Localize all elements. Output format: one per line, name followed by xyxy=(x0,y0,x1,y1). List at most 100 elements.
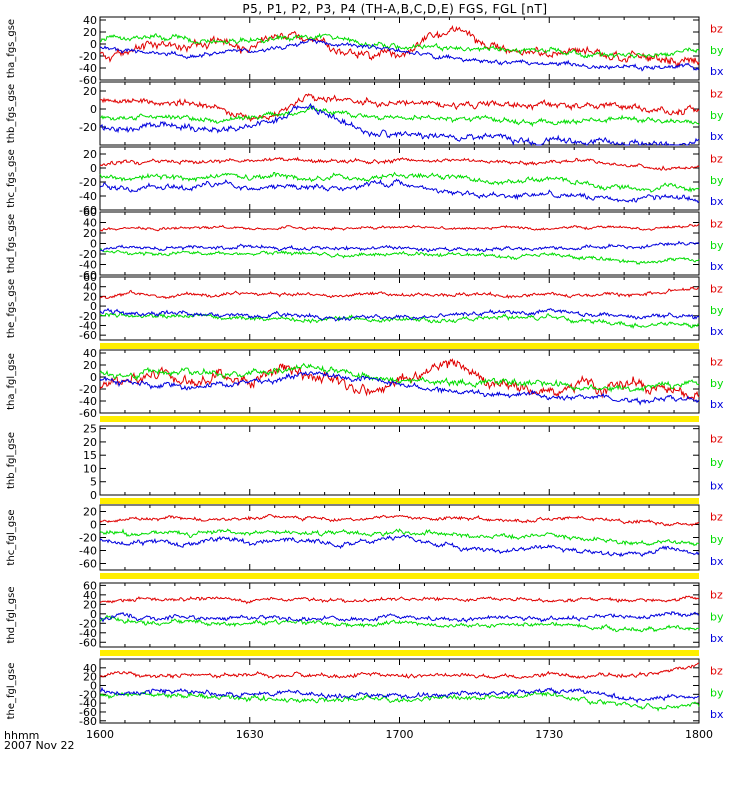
status-bar xyxy=(100,498,699,504)
y-tick-label: -60 xyxy=(79,636,97,649)
component-label-bx: bx xyxy=(710,325,724,338)
y-tick-label: -20 xyxy=(79,310,97,323)
component-label-bz: bz xyxy=(710,432,723,445)
y-tick-label: 0 xyxy=(90,38,97,51)
series-line-bz xyxy=(99,286,699,300)
component-label-bz: bz xyxy=(710,87,723,100)
y-tick-label: -20 xyxy=(79,688,97,701)
y-tick-label: 40 xyxy=(83,281,97,294)
y-tick-label: 20 xyxy=(83,290,97,303)
component-label-bx: bx xyxy=(710,65,724,78)
y-tick-label: 20 xyxy=(83,148,97,161)
panel-ylabel: thc_fgl_gse xyxy=(6,509,17,565)
y-tick-label: 20 xyxy=(83,227,97,240)
y-tick-label: 20 xyxy=(83,598,97,611)
y-tick-label: 40 xyxy=(83,14,97,27)
component-label-bx: bx xyxy=(710,398,724,411)
series-line-bx xyxy=(99,534,700,558)
y-tick-label: 60 xyxy=(83,271,97,284)
component-label-bz: bz xyxy=(710,589,723,602)
component-label-by: by xyxy=(710,109,724,122)
y-tick-label: 20 xyxy=(83,671,97,684)
panel-ylabel: thb_fgs_gse xyxy=(6,84,17,143)
component-label-by: by xyxy=(710,44,724,57)
series-line-by xyxy=(99,528,700,547)
y-tick-label: -60 xyxy=(79,269,97,282)
component-label-by: by xyxy=(710,610,724,623)
y-tick-label: 40 xyxy=(83,217,97,230)
y-tick-label: 20 xyxy=(83,436,97,449)
panel-ylabel: thc_fgs_gse xyxy=(6,149,17,208)
y-tick-label: 25 xyxy=(83,423,97,436)
x-axis-format-label: hhmm xyxy=(4,729,40,742)
panel-thc_fgs_gse: 200-20-40-60 thc_fgs_gse bz by bx xyxy=(6,146,724,217)
y-tick-label: 40 xyxy=(83,347,97,360)
component-label-bx: bx xyxy=(710,260,724,273)
y-tick-label: -40 xyxy=(79,545,97,558)
series-line-by xyxy=(99,171,700,193)
series-line-bz xyxy=(99,223,700,232)
x-tick-label: 1700 xyxy=(386,728,414,741)
panel-thb_fgs_gse: 20 0 -20 thb_fgs_gse bz by bx xyxy=(6,81,724,147)
y-tick-label: -60 xyxy=(79,407,97,420)
panel-ylabel: the_fgl_gse xyxy=(6,663,17,720)
y-tick-label: 0 xyxy=(90,371,97,384)
series-line-by xyxy=(99,105,700,128)
series-line-bz xyxy=(99,662,700,680)
y-tick-label: 60 xyxy=(83,206,97,219)
component-label-bz: bz xyxy=(710,355,723,368)
series-line-bz xyxy=(99,156,700,172)
series-line-bz xyxy=(99,24,700,68)
y-tick-label: -60 xyxy=(79,558,97,571)
chart-title: P5, P1, P2, P3, P4 (TH-A,B,C,D,E) FGS, F… xyxy=(242,2,548,16)
component-label-by: by xyxy=(710,686,724,699)
component-label-by: by xyxy=(710,304,724,317)
status-bar xyxy=(100,573,699,579)
y-tick-label: -40 xyxy=(79,697,97,710)
x-tick-label: 1600 xyxy=(86,728,114,741)
component-label-bz: bz xyxy=(710,282,723,295)
panel-thc_fgl_gse: 200-20-40-60 thc_fgl_gse bz by bx xyxy=(6,504,724,579)
y-tick-label: -40 xyxy=(79,395,97,408)
component-label-by: by xyxy=(710,377,724,390)
series-line-bz xyxy=(99,358,700,401)
y-tick-label: -40 xyxy=(79,62,97,75)
panel-ylabel: tha_fgl_gse xyxy=(6,353,17,410)
series-line-bx xyxy=(99,370,700,406)
y-tick-label: 20 xyxy=(83,359,97,372)
panel-frame xyxy=(99,658,700,724)
series-line-bx xyxy=(99,307,700,322)
series-line-by xyxy=(99,248,700,266)
component-label-bz: bz xyxy=(710,152,723,165)
status-bar xyxy=(100,650,699,656)
component-label-bx: bx xyxy=(710,479,724,492)
y-tick-label: -80 xyxy=(79,715,97,728)
panel-ylabel: thd_fgs_gse xyxy=(6,214,17,273)
y-tick-label: 60 xyxy=(83,579,97,592)
y-tick-label: -20 xyxy=(79,617,97,630)
panel-frame xyxy=(99,81,700,146)
component-label-bx: bx xyxy=(710,195,724,208)
y-tick-label: 0 xyxy=(90,162,97,175)
y-tick-label: -40 xyxy=(79,190,97,203)
y-tick-label: 20 xyxy=(83,26,97,39)
series-line-bx xyxy=(99,686,700,704)
y-tick-label: 0 xyxy=(90,608,97,621)
panel-frame xyxy=(99,276,700,341)
series-line-bz xyxy=(100,93,700,123)
series-line-bx xyxy=(99,38,700,72)
series-line-by xyxy=(99,690,700,712)
x-tick-label: 1730 xyxy=(535,728,563,741)
y-tick-label: -20 xyxy=(79,176,97,189)
y-tick-label: 20 xyxy=(83,85,97,98)
series-line-bx xyxy=(99,102,700,147)
panel-ylabel: thd_fgl_gse xyxy=(6,587,17,644)
y-tick-label: -20 xyxy=(79,50,97,63)
series-line-bx xyxy=(99,610,700,623)
component-label-bz: bz xyxy=(710,511,723,524)
y-tick-label: 20 xyxy=(83,506,97,519)
